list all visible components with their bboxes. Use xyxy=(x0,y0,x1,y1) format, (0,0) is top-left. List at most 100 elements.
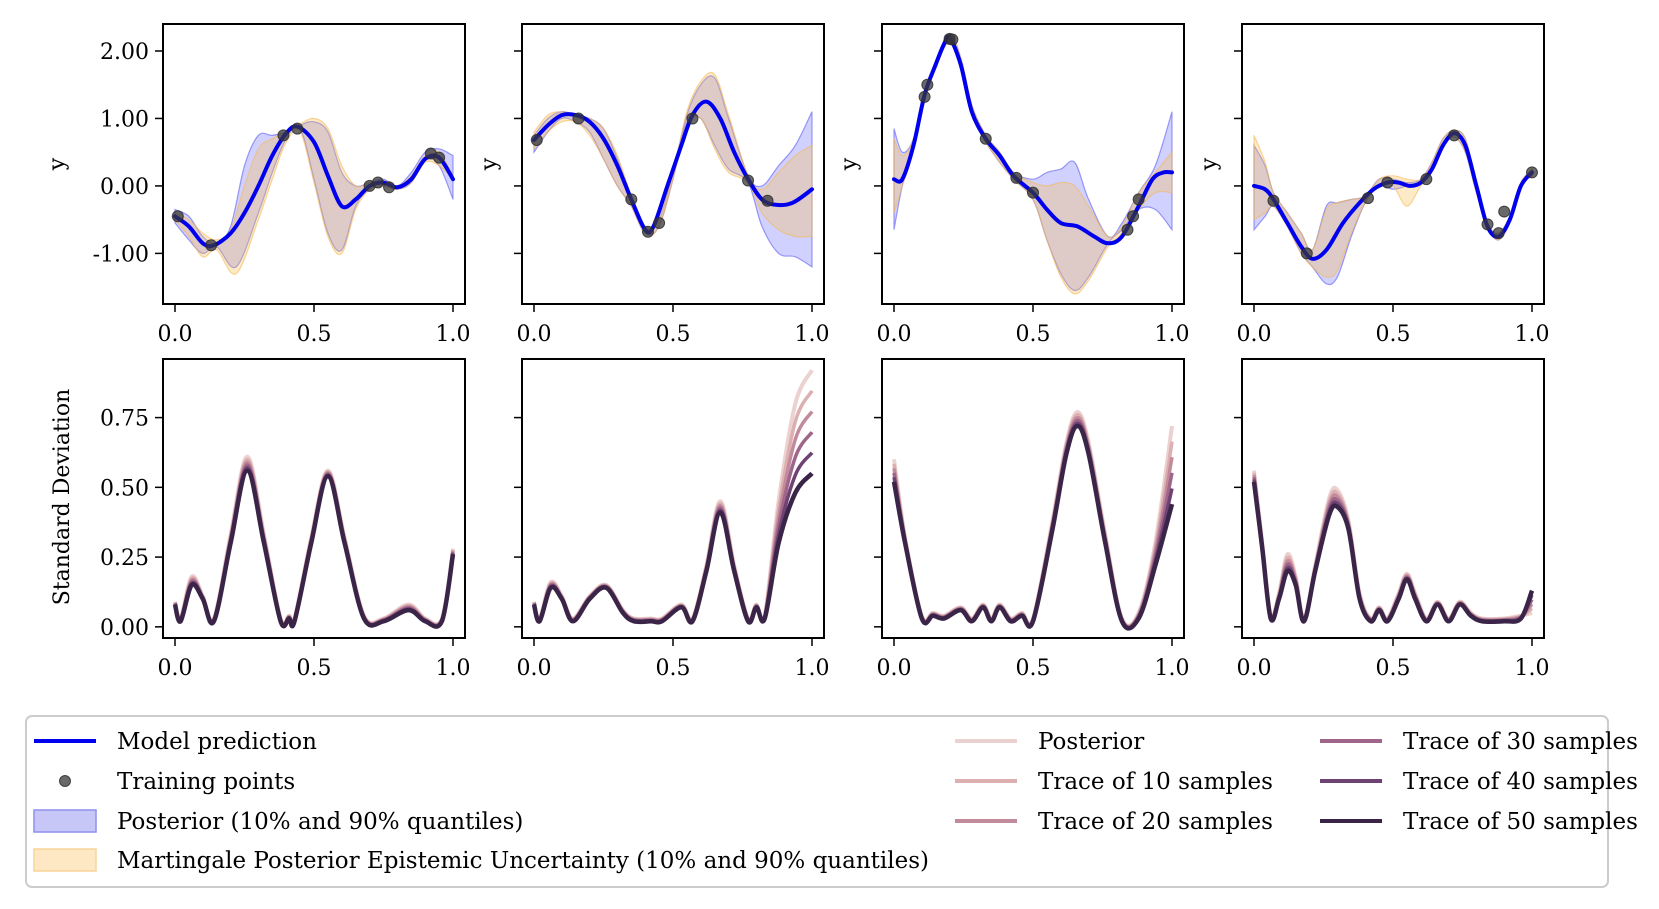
training-point xyxy=(291,122,304,135)
training-point xyxy=(686,112,699,125)
training-point xyxy=(1498,205,1511,218)
posterior-quantile-band xyxy=(893,33,1173,292)
top-row-ylabel-3: y xyxy=(837,157,862,171)
y-tick-label: 0.75 xyxy=(100,407,149,432)
legend-entry-right-4: Trace of 30 samples xyxy=(1320,729,1638,755)
plot-area xyxy=(892,32,1174,295)
training-point xyxy=(742,174,755,187)
std-trace-line-50 xyxy=(1251,481,1535,625)
x-tick-label: 0.5 xyxy=(656,656,691,681)
legend-label: Trace of 40 samples xyxy=(1403,769,1638,795)
legend-swatch-patch xyxy=(33,848,97,872)
legend-label: Trace of 50 samples xyxy=(1403,809,1638,835)
training-point xyxy=(979,132,992,145)
std-trace-line-10 xyxy=(892,413,1174,628)
x-tick-label: 1.0 xyxy=(1155,322,1190,347)
subplot-prediction-4: 0.0 0.5 1.0 xyxy=(1234,23,1550,347)
bottom-row-ylabel: Standard Deviation xyxy=(50,389,75,606)
martingale-quantile-band xyxy=(1253,129,1533,278)
training-point xyxy=(1132,193,1145,206)
subplot-std-4: 0.0 0.5 1.0 xyxy=(1234,358,1550,681)
training-point xyxy=(1481,218,1494,231)
training-point xyxy=(653,217,666,230)
subplot-std-3: 0.0 0.5 1.0 xyxy=(874,358,1190,681)
std-trace-line-30 xyxy=(1252,477,1534,623)
legend-label: Training points xyxy=(117,769,295,795)
top-row-ylabel: y xyxy=(45,157,70,171)
legend-entry-right-6: Trace of 50 samples xyxy=(1320,809,1638,835)
x-tick-label: 1.0 xyxy=(1515,322,1550,347)
std-trace-line-20 xyxy=(892,415,1174,629)
model-prediction-line xyxy=(173,124,455,249)
y-tick-label: 0.50 xyxy=(100,476,149,501)
subplot-std-1: 0.75 0.50 0.25 0.00 0.0 0.5 1.0 xyxy=(100,358,471,681)
top-row-ylabel-2: y xyxy=(477,157,502,171)
x-tick-label: 1.0 xyxy=(436,322,471,347)
training-point xyxy=(946,33,959,46)
y-tick-label: 0.00 xyxy=(100,616,149,641)
martingale-quantile-band xyxy=(893,33,1173,295)
axes-frame xyxy=(881,358,1185,639)
subplot-prediction-1: 2.00 1.00 0.00 -1.00 0.0 0.5 1.0 xyxy=(93,23,471,347)
training-point xyxy=(641,225,654,238)
plot-area xyxy=(172,454,456,629)
subplot-grid: 2.001.000.00-1.000.0 0.5 1.00.750.500.250.… xyxy=(93,23,1550,681)
legend-entry-right-2: Trace of 10 samples xyxy=(955,769,1273,795)
legend: Model prediction Training points Posterior… xyxy=(25,715,1638,888)
std-trace-line-50 xyxy=(172,468,456,629)
legend-entry-left-1: Model prediction xyxy=(34,729,317,755)
y-axis-labels: y y y y Standard Deviation xyxy=(45,157,1222,605)
training-point xyxy=(277,129,290,142)
x-tick-label: 0.5 xyxy=(1376,656,1411,681)
std-trace-line-50 xyxy=(891,423,1175,631)
axes-frame xyxy=(1241,358,1545,639)
legend-label: Posterior (10% and 90% quantiles) xyxy=(117,809,523,835)
model-prediction-line xyxy=(1252,131,1534,261)
training-point xyxy=(1027,186,1039,199)
std-trace-line-40 xyxy=(892,421,1174,630)
x-tick-label: 1.0 xyxy=(795,322,830,347)
y-tick-label: 0.25 xyxy=(100,546,149,571)
x-tick-label: 1.0 xyxy=(1155,656,1190,681)
plot-area xyxy=(891,410,1175,631)
subplot-prediction-3: 0.0 0.5 1.0 xyxy=(874,23,1190,347)
training-point xyxy=(1381,176,1394,189)
legend-entry-left-4: Martingale Posterior Epistemic Uncertain… xyxy=(33,848,929,874)
x-tick-label: 0.5 xyxy=(1016,656,1051,681)
x-tick-label: 1.0 xyxy=(795,656,830,681)
legend-entry-right-3: Trace of 20 samples xyxy=(955,809,1273,835)
std-trace-line-10 xyxy=(1252,472,1534,622)
x-tick-label: 0.0 xyxy=(158,322,193,347)
posterior-quantile-band xyxy=(174,120,454,269)
std-trace-line-30 xyxy=(892,418,1174,630)
plot-area xyxy=(1251,470,1535,625)
training-point xyxy=(625,193,638,206)
training-point xyxy=(171,210,184,223)
training-point xyxy=(205,239,218,252)
training-point xyxy=(1267,194,1280,207)
std-trace-line-20 xyxy=(1252,474,1534,622)
martingale-quantile-band xyxy=(174,117,454,275)
training-point xyxy=(1010,171,1023,184)
training-point xyxy=(530,134,543,147)
x-tick-label: 1.0 xyxy=(1515,656,1550,681)
training-point xyxy=(433,151,446,164)
top-row-ylabel-4: y xyxy=(1197,157,1222,171)
x-tick-label: 0.0 xyxy=(1237,656,1272,681)
legend-label: Martingale Posterior Epistemic Uncertain… xyxy=(117,848,929,874)
training-point xyxy=(1420,173,1433,186)
legend-entry-left-3: Posterior (10% and 90% quantiles) xyxy=(33,809,523,835)
legend-entry-right-1: Posterior xyxy=(955,729,1144,755)
x-tick-label: 0.5 xyxy=(656,322,691,347)
legend-label: Trace of 10 samples xyxy=(1038,769,1273,795)
x-tick-label: 0.0 xyxy=(1237,322,1272,347)
legend-label: Trace of 20 samples xyxy=(1038,809,1273,835)
legend-label: Posterior xyxy=(1038,729,1144,755)
y-tick-label: 0.00 xyxy=(100,175,149,200)
training-point xyxy=(572,112,585,125)
training-point xyxy=(1300,247,1313,260)
training-point xyxy=(1526,166,1538,179)
y-tick-label: 1.00 xyxy=(100,107,149,132)
x-tick-label: 0.5 xyxy=(297,656,332,681)
x-tick-label: 0.0 xyxy=(877,322,912,347)
